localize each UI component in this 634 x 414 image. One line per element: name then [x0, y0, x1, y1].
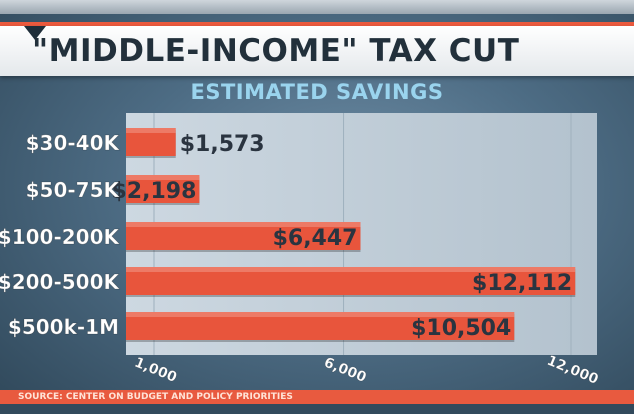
bar-highlight	[126, 222, 361, 227]
title-banner	[0, 26, 634, 76]
bar-highlight	[126, 175, 200, 180]
category-label: $200-500K	[0, 270, 120, 294]
bar	[126, 222, 361, 250]
chart-title: "MIDDLE-INCOME" TAX CUT	[32, 33, 520, 69]
triangle-down-icon	[24, 26, 46, 40]
category-label: $100-200K	[0, 225, 120, 249]
top-bar	[0, 0, 634, 14]
tick-label: 1,000	[132, 355, 179, 387]
category-label: $500k-1M	[8, 315, 119, 339]
bar-highlight	[126, 128, 176, 133]
bar	[126, 267, 576, 295]
chart-subtitle: ESTIMATED SAVINGS	[190, 80, 444, 104]
bar-highlight	[126, 267, 576, 272]
accent-line	[0, 22, 634, 26]
value-label: $2,198	[112, 179, 197, 204]
bar	[126, 312, 515, 340]
value-label: $6,447	[273, 226, 358, 251]
bar	[126, 128, 176, 156]
category-label: $30-40K	[26, 131, 121, 155]
bar-highlight	[126, 312, 515, 317]
tick-label: 6,000	[322, 355, 369, 387]
category-label: $50-75K	[26, 178, 121, 202]
value-label: $10,504	[411, 316, 511, 341]
value-label: $12,112	[472, 271, 572, 296]
bottom-strip	[0, 404, 634, 414]
source-bar	[0, 390, 634, 404]
source-note: SOURCE: CENTER ON BUDGET AND POLICY PRIO…	[18, 392, 293, 402]
bar	[126, 175, 200, 203]
tick-label: 12,000	[544, 353, 600, 388]
value-label: $1,573	[180, 132, 265, 157]
